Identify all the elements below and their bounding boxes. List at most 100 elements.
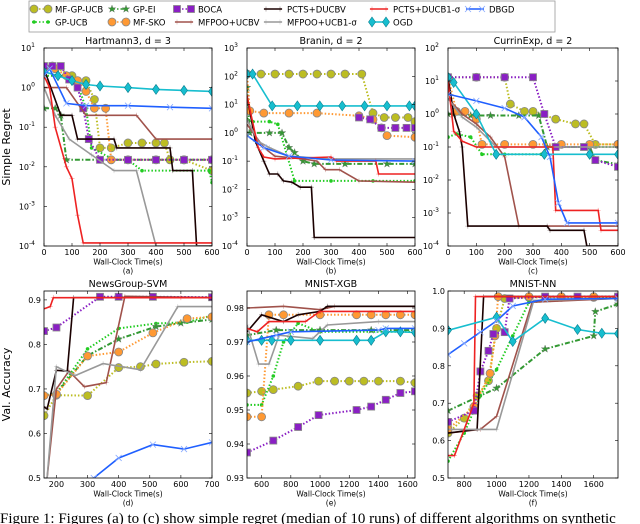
data-point-marker bbox=[563, 219, 571, 227]
data-point-marker bbox=[68, 75, 76, 87]
data-point-marker bbox=[44, 406, 50, 412]
subplot-label: (b) bbox=[326, 267, 337, 276]
axes-frame bbox=[43, 290, 213, 479]
legend-frame bbox=[28, 0, 556, 33]
data-point-marker bbox=[275, 171, 281, 177]
data-point-marker bbox=[208, 105, 212, 112]
y-tick-label: 0.93 bbox=[226, 474, 244, 483]
data-point-marker bbox=[505, 294, 514, 303]
data-point-marker bbox=[52, 323, 61, 332]
data-point-marker bbox=[375, 326, 382, 334]
series-line-mfpoo-ucb1-sigma bbox=[44, 87, 212, 246]
legend-marker bbox=[263, 6, 269, 12]
x-tick-label: 300 bbox=[525, 248, 540, 257]
y-tick-label: 102 bbox=[224, 70, 238, 81]
data-point-marker bbox=[477, 328, 484, 336]
data-point-marker bbox=[170, 168, 176, 174]
data-point-marker bbox=[83, 391, 92, 401]
data-point-marker bbox=[550, 144, 556, 150]
y-tick-label: 10-3 bbox=[423, 207, 439, 218]
data-point-marker bbox=[293, 100, 302, 112]
legend-marker bbox=[187, 5, 195, 13]
series-boca bbox=[448, 73, 618, 171]
data-point-marker bbox=[180, 445, 188, 453]
x-tick-label: 500 bbox=[582, 248, 597, 257]
data-point-marker bbox=[480, 152, 484, 157]
data-point-marker bbox=[75, 136, 81, 142]
x-tick-label: 300 bbox=[120, 248, 135, 257]
data-point-marker bbox=[151, 359, 161, 369]
x-tick-label: 800 bbox=[457, 480, 472, 489]
data-point-marker bbox=[584, 243, 590, 246]
data-point-marker bbox=[209, 240, 212, 246]
y-tick-label: 0.97 bbox=[226, 338, 244, 347]
axes-frame bbox=[246, 290, 416, 479]
data-point-marker bbox=[448, 417, 452, 426]
x-tick-label: 500 bbox=[176, 248, 191, 257]
series-boca bbox=[247, 387, 415, 457]
data-point-marker bbox=[257, 334, 266, 346]
data-point-marker bbox=[44, 327, 48, 335]
data-point-marker bbox=[360, 100, 369, 112]
legend-marker bbox=[107, 17, 117, 27]
data-point-marker bbox=[508, 335, 517, 348]
y-tick-label: 0.9 bbox=[28, 296, 41, 305]
data-point-marker bbox=[123, 138, 133, 148]
y-tick-label: 10-2 bbox=[222, 183, 238, 194]
data-point-marker bbox=[448, 71, 452, 83]
data-point-marker bbox=[546, 153, 554, 161]
legend-entry-mf-gp-ucb: MF-GP-UCB bbox=[29, 4, 103, 16]
x-tick-label: 400 bbox=[554, 248, 569, 257]
data-point-marker bbox=[281, 303, 287, 309]
subplot-title: MNIST-XGB bbox=[305, 279, 357, 290]
data-point-marker bbox=[284, 108, 294, 118]
data-point-marker bbox=[486, 110, 495, 120]
data-point-marker bbox=[529, 73, 537, 82]
legend-entry-mf-sko: MF-SKO bbox=[107, 17, 166, 29]
data-point-marker bbox=[208, 85, 212, 97]
data-point-marker bbox=[152, 155, 160, 164]
series-dbgd bbox=[448, 295, 618, 358]
subplot-hartmann3-d-3: 0 100 200 300 400 500 600 10-4 10-3 10-2 10-1 100 10… bbox=[0, 36, 220, 276]
series-line-pcts-ducb1-sigma bbox=[247, 310, 415, 333]
data-point-marker bbox=[614, 148, 618, 160]
data-point-marker bbox=[63, 100, 70, 107]
data-point-marker bbox=[175, 304, 181, 310]
series-pcts-ducb1-sigma bbox=[247, 308, 415, 335]
y-tick-label: 10-4 bbox=[19, 240, 35, 251]
data-point-marker bbox=[573, 323, 582, 336]
data-point-marker bbox=[114, 145, 120, 151]
legend-marker bbox=[173, 5, 181, 13]
data-point-marker bbox=[266, 171, 272, 177]
data-point-marker bbox=[85, 347, 90, 351]
data-point-marker bbox=[500, 73, 509, 82]
data-point-marker bbox=[58, 112, 64, 118]
data-point-marker bbox=[44, 391, 49, 401]
data-point-marker bbox=[412, 156, 415, 162]
y-tick-label: 10-2 bbox=[19, 161, 35, 172]
data-point-marker bbox=[451, 128, 457, 134]
legend-marker bbox=[263, 19, 269, 25]
series-ogd bbox=[448, 71, 618, 160]
data-point-marker bbox=[314, 376, 323, 386]
data-point-marker bbox=[357, 69, 367, 79]
subplot-label: (e) bbox=[326, 499, 337, 508]
y-tick-label: 1.0 bbox=[432, 287, 445, 296]
data-point-marker bbox=[72, 373, 78, 379]
y-tick-label: 0.94 bbox=[226, 440, 244, 449]
x-tick-label: 200 bbox=[497, 248, 512, 257]
plot-area bbox=[448, 292, 618, 463]
x-tick-label: 400 bbox=[111, 480, 126, 489]
data-point-marker bbox=[114, 347, 124, 357]
legend-marker bbox=[174, 19, 180, 25]
data-point-marker bbox=[494, 426, 500, 432]
series-pcts-ducbv bbox=[44, 295, 212, 412]
series-line-pcts-ducb1-sigma bbox=[448, 295, 618, 457]
y-tick-label: 103 bbox=[224, 42, 238, 53]
data-point-marker bbox=[247, 322, 250, 328]
data-point-marker bbox=[316, 334, 324, 346]
series-mf-sko bbox=[247, 310, 415, 422]
legend-marker bbox=[383, 6, 389, 12]
data-point-marker bbox=[248, 68, 257, 80]
data-point-marker bbox=[448, 90, 452, 98]
